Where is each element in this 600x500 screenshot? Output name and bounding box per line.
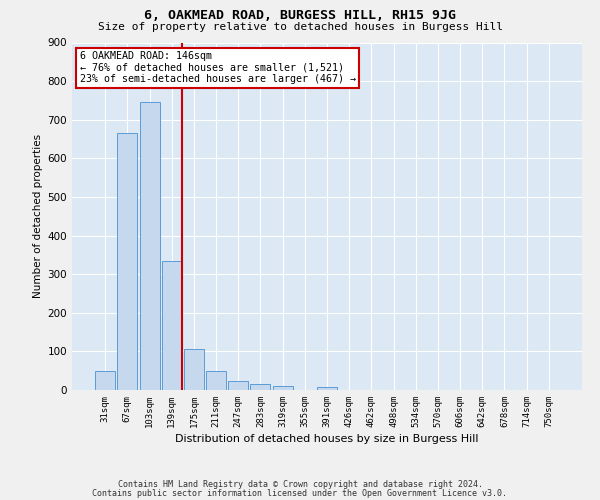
Text: Contains public sector information licensed under the Open Government Licence v3: Contains public sector information licen… [92,489,508,498]
Bar [140,102,160,390]
Bar [228,380,248,390]
Y-axis label: Number of detached properties: Number of detached properties [34,134,43,298]
Bar [272,386,293,390]
X-axis label: Distribution of detached houses by size in Burgess Hill: Distribution of detached houses by size … [175,434,479,444]
Text: 6 OAKMEAD ROAD: 146sqm
← 76% of detached houses are smaller (1,521)
23% of semi-: 6 OAKMEAD ROAD: 146sqm ← 76% of detached… [80,51,356,84]
Bar [95,370,115,390]
Bar [162,260,182,390]
Bar [118,133,137,390]
Bar [250,384,271,390]
Bar [317,387,337,390]
Text: 6, OAKMEAD ROAD, BURGESS HILL, RH15 9JG: 6, OAKMEAD ROAD, BURGESS HILL, RH15 9JG [144,9,456,22]
Bar [184,350,204,390]
Bar [206,370,226,390]
Text: Size of property relative to detached houses in Burgess Hill: Size of property relative to detached ho… [97,22,503,32]
Text: Contains HM Land Registry data © Crown copyright and database right 2024.: Contains HM Land Registry data © Crown c… [118,480,482,489]
